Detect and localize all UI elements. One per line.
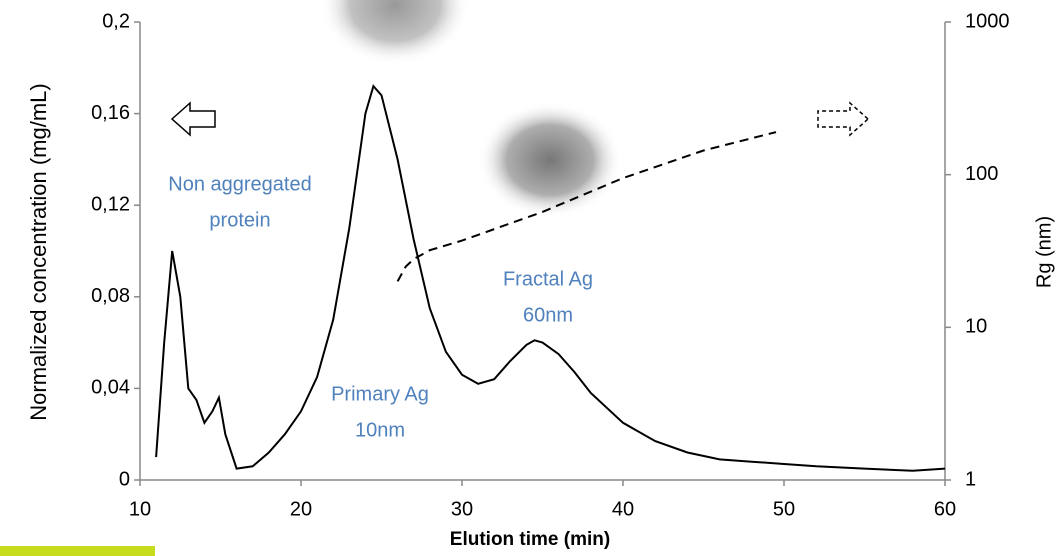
micrograph: [478, 102, 622, 218]
y-tick-label: 0,2: [102, 10, 130, 32]
left-arrow: [170, 101, 216, 137]
y-tick-label: 0,16: [91, 102, 130, 124]
rg-line: [396, 131, 777, 282]
x-tick-label: 60: [934, 498, 956, 520]
x-tick-label: 40: [612, 498, 634, 520]
annotation: 10nm: [355, 419, 405, 441]
y-tick-label: 0,08: [91, 285, 130, 307]
right-arrow: [817, 101, 870, 137]
annotation: protein: [209, 209, 270, 231]
y-axis-label: Normalized concentration (mg/mL): [26, 83, 51, 420]
y2-tick-label: 1000: [965, 10, 1010, 32]
y-tick-label: 0: [119, 468, 130, 490]
annotation: Fractal Ag: [503, 268, 593, 290]
annotation: Non aggregated: [168, 173, 311, 195]
annotation: Primary Ag: [331, 383, 429, 405]
y2-axis-label: Rg (nm): [1033, 216, 1055, 288]
micrograph: [320, 0, 470, 65]
y2-tick-label: 10: [965, 316, 987, 338]
annotation: 60nm: [523, 304, 573, 326]
x-tick-label: 50: [773, 498, 795, 520]
y2-tick-label: 1: [965, 468, 976, 490]
y2-tick-label: 100: [965, 163, 998, 185]
x-axis-label: Elution time (min): [450, 529, 610, 550]
x-tick-label: 20: [290, 498, 312, 520]
accent-bar: [0, 546, 155, 556]
y-tick-label: 0,04: [91, 377, 130, 399]
x-tick-label: 30: [451, 498, 473, 520]
concentration-line: [155, 84, 946, 472]
y-tick-label: 0,12: [91, 193, 130, 215]
x-tick-label: 10: [129, 498, 151, 520]
